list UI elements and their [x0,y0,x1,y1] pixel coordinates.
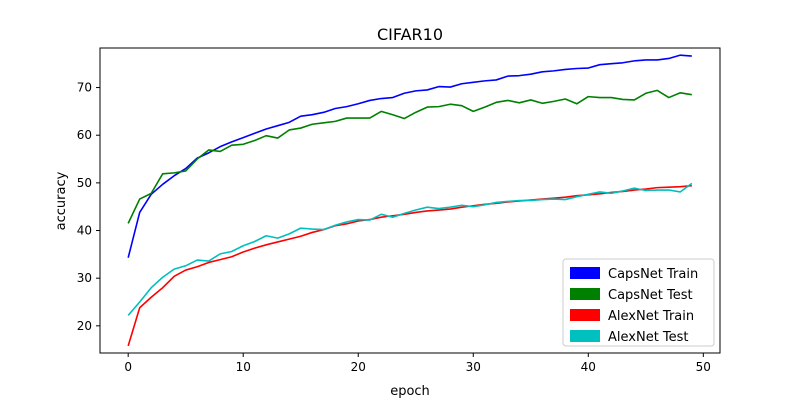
legend-label-capsnet-train: CapsNet Train [608,267,698,282]
legend-box [562,258,715,347]
y-axis-ticks: 20 30 40 50 60 70 [77,81,100,333]
y-tick-label: 40 [77,224,92,238]
y-axis-title: accuracy [54,171,69,230]
legend-label-capsnet-test: CapsNet Test [608,288,693,303]
x-tick-label: 50 [696,360,711,374]
legend-swatch-capsnet-test [570,288,600,300]
series-line-capsnet-train [127,54,692,258]
legend-swatch-alexnet-test [570,330,600,342]
legend-swatch-alexnet-train [570,309,600,321]
x-tick-label: 0 [124,360,132,374]
x-tick-label: 30 [466,360,481,374]
x-axis-title: epoch [390,384,430,399]
x-tick-label: 40 [581,360,596,374]
series-layer [127,54,693,347]
x-tick-label: 10 [236,360,251,374]
series-line-alexnet-test [127,182,693,316]
chart-title: CIFAR10 [377,25,443,44]
series-line-capsnet-test [127,89,692,224]
y-tick-label: 30 [77,271,92,285]
plot-frame [99,47,721,354]
x-tick-label: 20 [351,360,366,374]
legend-label-alexnet-test: AlexNet Test [608,330,689,345]
legend-label-alexnet-train: AlexNet Train [608,309,694,324]
legend-swatch-capsnet-train [570,267,600,279]
y-tick-label: 70 [77,81,92,95]
series-line-alexnet-train [127,184,692,347]
legend: CapsNet Train CapsNet Test AlexNet Train Al… [562,258,715,347]
y-tick-label: 20 [77,319,92,333]
x-axis-ticks: 0 10 20 30 40 50 [124,353,711,374]
y-tick-label: 50 [77,176,92,190]
y-tick-label: 60 [77,128,92,142]
